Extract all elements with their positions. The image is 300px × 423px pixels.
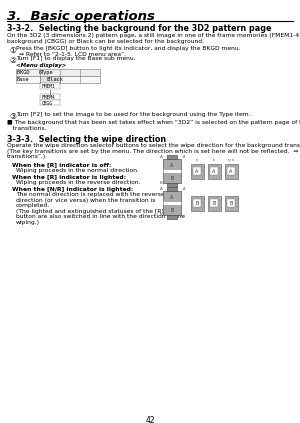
- Text: B: B: [160, 213, 163, 217]
- Text: completed.: completed.: [16, 203, 50, 208]
- Bar: [194, 167, 201, 176]
- Text: A: A: [229, 169, 233, 174]
- Text: background (CBGG) or Black can be selected for the background.: background (CBGG) or Black can be select…: [7, 38, 204, 44]
- Bar: [190, 195, 203, 211]
- Text: ②: ②: [9, 56, 16, 65]
- Text: On the 3D2 (3 dimensions 2) pattern page, a still image in one of the frame memo: On the 3D2 (3 dimensions 2) pattern page…: [7, 33, 300, 38]
- Bar: [167, 155, 177, 159]
- Text: A: A: [170, 195, 174, 200]
- Text: A: A: [183, 187, 185, 191]
- Bar: [208, 195, 220, 211]
- Bar: [16, 69, 100, 76]
- Text: A: A: [183, 155, 185, 159]
- Text: Base: Base: [17, 77, 29, 82]
- Text: 42: 42: [145, 416, 155, 423]
- Text: Wiping proceeds in the reverse direction.: Wiping proceeds in the reverse direction…: [16, 180, 140, 185]
- Text: ③: ③: [9, 112, 16, 121]
- Text: ty: ty: [196, 158, 198, 162]
- Text: When the [N/R] indicator is lighted:: When the [N/R] indicator is lighted:: [12, 187, 133, 192]
- Text: Type: Type: [41, 70, 53, 75]
- Bar: [227, 167, 235, 176]
- Text: A: A: [160, 155, 163, 159]
- Text: When the [R] indicator is lighted:: When the [R] indicator is lighted:: [12, 175, 126, 179]
- Text: B: B: [160, 181, 163, 185]
- Bar: [190, 164, 203, 179]
- Text: A: A: [212, 169, 216, 174]
- Bar: [163, 201, 181, 205]
- Bar: [40, 99, 60, 105]
- Text: BKGD   6: BKGD 6: [17, 70, 42, 75]
- Text: B: B: [212, 201, 216, 206]
- Text: |: |: [49, 90, 51, 95]
- Text: B: B: [229, 201, 233, 206]
- Bar: [163, 191, 181, 215]
- Text: 3.  Basic operations: 3. Basic operations: [7, 10, 155, 23]
- Text: b: b: [213, 158, 215, 162]
- Text: The normal direction is replaced with the reverse: The normal direction is replaced with th…: [16, 192, 165, 197]
- Text: A: A: [170, 163, 174, 168]
- Bar: [40, 94, 60, 99]
- Bar: [210, 167, 218, 176]
- Text: CBGG: CBGG: [42, 101, 53, 105]
- Text: A: A: [160, 187, 163, 191]
- Text: (The key transitions are set by the menu. The direction which is set here will n: (The key transitions are set by the menu…: [7, 148, 300, 154]
- Text: transitions”.): transitions”.): [7, 154, 46, 159]
- Text: ⇒ Refer to “2-1-5. LCD menu area”.: ⇒ Refer to “2-1-5. LCD menu area”.: [19, 52, 126, 57]
- Bar: [163, 159, 181, 183]
- Text: ty b: ty b: [228, 158, 234, 162]
- Text: Operate the wipe direction selector buttons to select the wipe direction for the: Operate the wipe direction selector butt…: [7, 143, 300, 148]
- Bar: [16, 76, 100, 83]
- Text: ■ The background that has been set takes effect when “3D2” is selected on the pa: ■ The background that has been set takes…: [7, 120, 300, 125]
- Text: B: B: [170, 176, 174, 181]
- Bar: [40, 76, 60, 83]
- Bar: [208, 164, 220, 179]
- Bar: [227, 199, 235, 207]
- Text: ①: ①: [9, 46, 16, 55]
- Text: 3-3-2.  Selecting the background for the 3D2 pattern page: 3-3-2. Selecting the background for the …: [7, 24, 272, 33]
- Bar: [224, 164, 238, 179]
- Text: FMEM1: FMEM1: [42, 84, 56, 89]
- Text: When the [R] indicator is off:: When the [R] indicator is off:: [12, 162, 111, 168]
- Text: transitions.: transitions.: [7, 126, 46, 131]
- Text: B: B: [195, 201, 199, 206]
- Text: Black: Black: [41, 77, 63, 82]
- Text: Press the [BKGD] button to light its indicator, and display the BKGD menu.: Press the [BKGD] button to light its ind…: [16, 46, 241, 51]
- Bar: [163, 169, 181, 173]
- Text: B: B: [170, 208, 174, 212]
- Text: button are also switched in line with the direction of the: button are also switched in line with th…: [16, 214, 185, 219]
- Bar: [167, 183, 177, 187]
- Bar: [194, 199, 201, 207]
- Text: <Menu display>: <Menu display>: [16, 63, 66, 68]
- Text: wiping.): wiping.): [16, 220, 40, 225]
- Text: A: A: [195, 169, 199, 174]
- Bar: [40, 83, 60, 88]
- Text: 3-3-3.  Selecting the wipe direction: 3-3-3. Selecting the wipe direction: [7, 135, 166, 144]
- Text: FMEM4: FMEM4: [42, 95, 56, 100]
- Text: (The lighted and extinguished statuses of the [R]: (The lighted and extinguished statuses o…: [16, 209, 164, 214]
- Bar: [167, 187, 177, 191]
- Bar: [167, 215, 177, 219]
- Text: direction (or vice versa) when the transition is: direction (or vice versa) when the trans…: [16, 198, 155, 203]
- Bar: [210, 199, 218, 207]
- Text: Turn [F2] to set the image to be used for the background using the Type item.: Turn [F2] to set the image to be used fo…: [16, 112, 250, 117]
- Text: Turn [F1] to display the Base sub menu.: Turn [F1] to display the Base sub menu.: [16, 56, 136, 61]
- Text: Wiping proceeds in the normal direction.: Wiping proceeds in the normal direction.: [16, 168, 139, 173]
- Bar: [224, 195, 238, 211]
